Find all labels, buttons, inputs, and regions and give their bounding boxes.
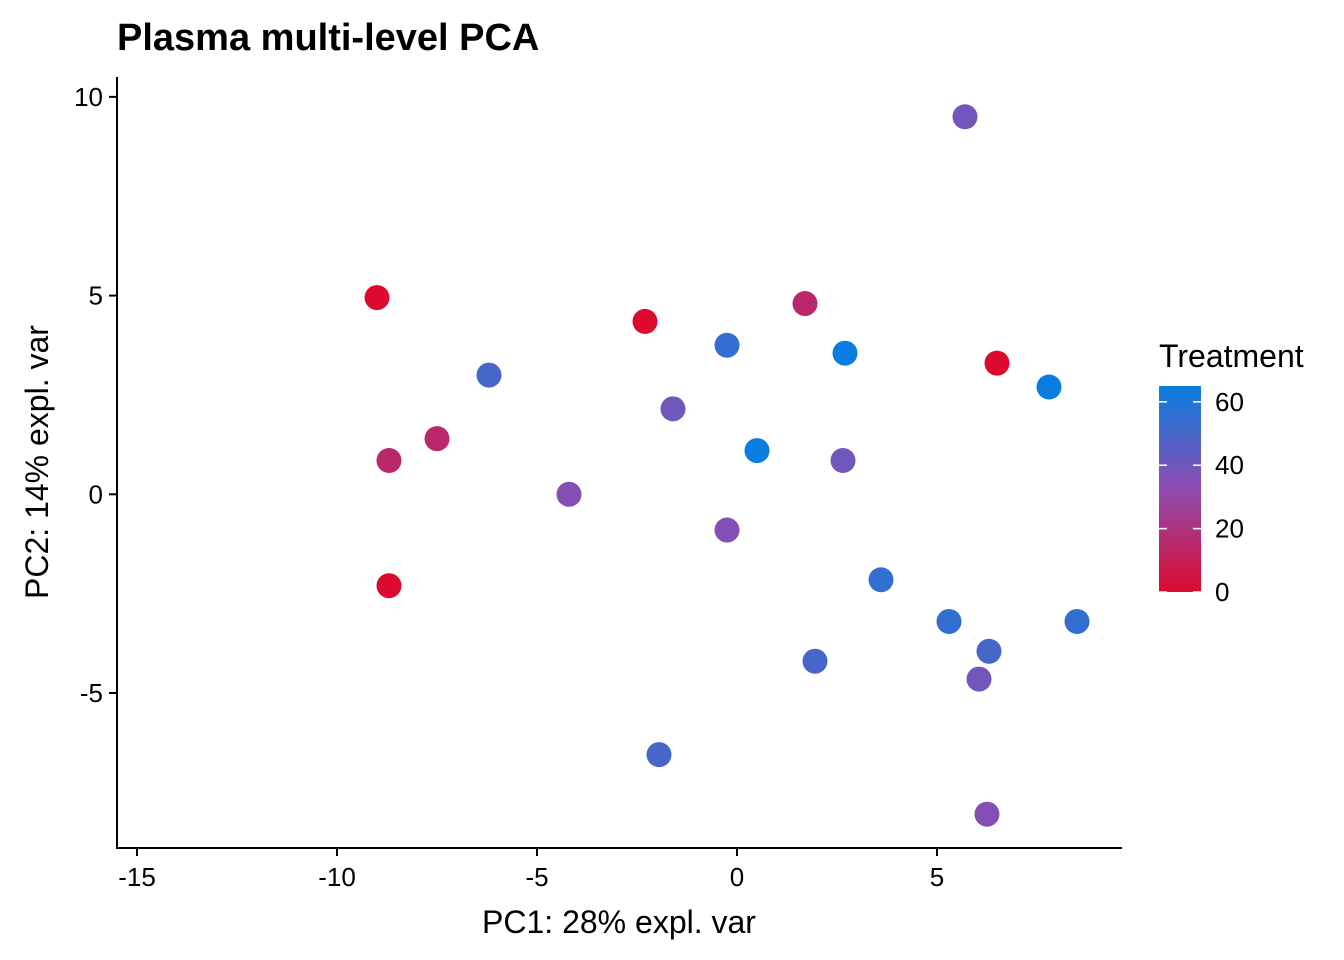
- data-point: [868, 567, 894, 593]
- data-point: [632, 308, 658, 334]
- data-point: [714, 517, 740, 543]
- data-point: [832, 340, 858, 366]
- x-axis-title: PC1: 28% expl. var: [482, 904, 756, 940]
- x-tick-label: -5: [525, 862, 548, 892]
- y-tick-label: 10: [74, 82, 103, 112]
- colorbar-tick-label: 60: [1215, 387, 1244, 417]
- x-tick-label: 0: [730, 862, 744, 892]
- colorbar-tick-label: 0: [1215, 577, 1229, 607]
- data-point: [976, 638, 1002, 664]
- y-axis-title: PC2: 14% expl. var: [19, 325, 55, 599]
- data-point: [646, 742, 672, 768]
- data-point: [364, 285, 390, 311]
- data-point: [830, 448, 856, 474]
- data-point: [744, 438, 770, 464]
- data-point: [376, 448, 402, 474]
- chart-title: Plasma multi-level PCA: [117, 17, 539, 59]
- data-point: [714, 332, 740, 358]
- data-point: [984, 350, 1010, 376]
- data-point: [376, 573, 402, 599]
- legend-title: Treatment: [1159, 338, 1304, 374]
- data-points: [364, 104, 1090, 827]
- x-tick-label: -10: [318, 862, 356, 892]
- colorbar-ticks: 0 20 40 60: [1159, 387, 1244, 607]
- data-point: [476, 362, 502, 388]
- x-tick-label: 5: [930, 862, 944, 892]
- legend: Treatment 0 20 40 60: [1159, 338, 1304, 607]
- data-point: [952, 104, 978, 130]
- data-point: [936, 608, 962, 634]
- data-point: [802, 648, 828, 674]
- data-point: [966, 666, 992, 692]
- x-tick-label: -15: [118, 862, 156, 892]
- y-tick-label: 0: [89, 479, 103, 509]
- data-point: [424, 426, 450, 452]
- data-point: [792, 291, 818, 317]
- data-point: [556, 481, 582, 507]
- data-point: [1036, 374, 1062, 400]
- plot-panel: -15 -10 -5 0 5 -5 0 5 10: [74, 77, 1122, 892]
- y-tick-label: -5: [80, 678, 103, 708]
- colorbar-tick-label: 20: [1215, 514, 1244, 544]
- colorbar: [1159, 386, 1201, 592]
- data-point: [660, 396, 686, 422]
- y-tick-label: 5: [89, 281, 103, 311]
- colorbar-tick-label: 40: [1215, 450, 1244, 480]
- data-point: [974, 801, 1000, 827]
- y-axis-ticks: -5 0 5 10: [74, 82, 117, 708]
- data-point: [1064, 608, 1090, 634]
- x-axis-ticks: -15 -10 -5 0 5: [118, 848, 944, 892]
